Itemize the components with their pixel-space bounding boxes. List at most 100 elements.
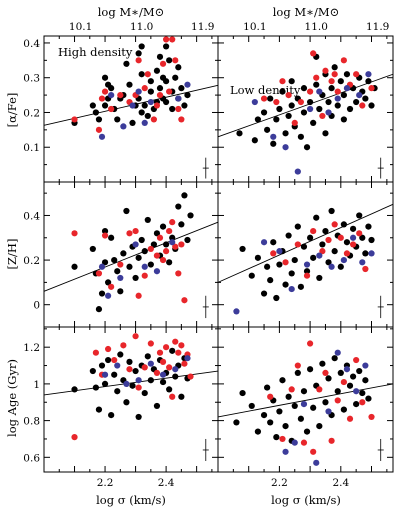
high-density-alpha-fe-point-red xyxy=(153,102,161,109)
low-density-age-point-red xyxy=(288,386,295,393)
high-density-age-point-red xyxy=(153,369,161,376)
low-density-alpha-fe-top-tick-label: 11.0 xyxy=(305,21,328,33)
high-density-age-y-tick-label: 1.2 xyxy=(23,342,40,354)
high-density-z-h-point-black xyxy=(178,221,185,228)
high-density-age-y-tick-label: 0.6 xyxy=(23,452,40,464)
low-density-alpha-fe-point-black xyxy=(328,85,335,92)
low-density-z-h-point-black xyxy=(300,243,308,250)
high-density-alpha-fe-point-red xyxy=(159,60,167,67)
high-density-z-h-point-black xyxy=(111,256,118,264)
low-density-z-h-point-black xyxy=(270,239,277,246)
high-density-alpha-fe-point-red xyxy=(175,105,182,113)
high-density-z-h-point-black xyxy=(187,212,194,219)
high-density-age-y-tick-label: 0.8 xyxy=(23,416,40,428)
high-density-z-h-point-black xyxy=(153,230,161,237)
high-density-z-h-point-black xyxy=(71,263,78,270)
high-density-z-h-point-black xyxy=(150,241,157,248)
low-density-alpha-fe-point-black xyxy=(264,126,271,133)
low-density-age-point-black xyxy=(362,377,369,384)
low-density-z-h-point-blue xyxy=(349,234,357,241)
high-density-alpha-fe-point-red xyxy=(172,57,179,64)
low-density-age-point-black xyxy=(300,388,308,395)
low-density-age-point-black xyxy=(297,415,304,422)
low-density-z-h-point-black xyxy=(359,234,366,241)
high-density-z-h-y-tick-label: 0.2 xyxy=(23,255,40,267)
high-density-z-h-point-red xyxy=(163,248,170,255)
low-density-age-point-blue xyxy=(362,362,369,369)
high-density-z-h-point-black xyxy=(120,250,127,257)
high-density-alpha-fe-point-black xyxy=(114,116,121,123)
low-density-age-point-black xyxy=(316,423,323,430)
low-density-age-point-black xyxy=(307,366,314,373)
high-density-alpha-fe-point-black xyxy=(108,85,115,92)
low-density-age-point-black xyxy=(294,369,301,376)
low-density-z-h-point-black xyxy=(260,290,268,297)
low-density-z-h-point-black xyxy=(316,274,323,282)
high-density-alpha-fe-y-tick-label: 0.3 xyxy=(23,73,40,85)
low-density-alpha-fe-point-red xyxy=(291,119,298,127)
high-density-alpha-fe-point-black xyxy=(166,57,173,64)
high-density-age-point-black xyxy=(141,389,148,397)
low-density-alpha-fe-point-red xyxy=(297,98,304,106)
low-density-alpha-fe-point-black xyxy=(300,109,308,116)
high-density-alpha-fe-point-black xyxy=(169,105,176,113)
low-density-alpha-fe-point-blue xyxy=(365,71,372,78)
high-density-alpha-fe-point-blue xyxy=(98,133,106,140)
low-density-alpha-fe-point-black xyxy=(334,102,341,109)
low-density-age-point-red xyxy=(307,340,314,347)
high-density-z-h-point-blue xyxy=(141,263,148,270)
high-density-alpha-fe-point-red xyxy=(141,85,148,92)
low-density-age-frame xyxy=(217,326,394,473)
low-density-alpha-fe-point-black xyxy=(288,102,295,109)
high-density-z-h-point-black xyxy=(105,279,112,286)
high-density-z-h-point-blue xyxy=(153,268,161,275)
high-density-age-point-red xyxy=(71,434,78,441)
low-density-alpha-fe-point-black xyxy=(251,137,258,144)
high-density-age-point-blue xyxy=(159,371,167,378)
high-density-z-h-point-red xyxy=(117,261,124,268)
high-density-alpha-fe-point-black xyxy=(89,102,96,109)
low-density-age-x-tick-label: 2.4 xyxy=(332,477,349,489)
low-density-age-point-black xyxy=(353,400,360,408)
high-density-age-point-blue xyxy=(123,380,130,387)
low-density-alpha-fe-point-black xyxy=(340,116,347,123)
low-density-age-point-red xyxy=(334,397,341,404)
high-density-alpha-fe-point-black xyxy=(144,112,151,120)
low-density-z-h-point-black xyxy=(356,212,363,219)
low-density-age-point-black xyxy=(291,402,298,410)
low-density-alpha-fe-point-red xyxy=(279,78,286,85)
low-density-z-h-point-black xyxy=(328,207,335,215)
low-density-z-h-point-red xyxy=(349,241,357,248)
low-density-age-point-black xyxy=(356,367,363,375)
high-density-z-h-point-red xyxy=(108,283,115,290)
row-label-age: log Age (Gyr) xyxy=(5,359,19,437)
low-density-alpha-fe-point-red xyxy=(368,85,375,92)
high-density-z-h-point-blue xyxy=(132,241,139,248)
high-density-alpha-fe-y-tick-label: 0.4 xyxy=(23,38,40,50)
high-density-z-h-point-black xyxy=(144,216,151,224)
high-density-age-point-black xyxy=(159,378,167,386)
high-density-alpha-fe-point-red xyxy=(71,116,78,123)
high-density-z-h-point-red xyxy=(169,219,176,226)
low-density-age-point-black xyxy=(349,373,357,380)
low-density-alpha-fe-top-tick-label: 11.9 xyxy=(366,21,389,33)
low-density-alpha-fe-point-red xyxy=(310,50,317,57)
low-density-z-h-point-black xyxy=(310,254,317,261)
high-density-alpha-fe-point-black xyxy=(101,102,109,109)
high-density-z-h-point-blue xyxy=(117,274,124,282)
high-density-age-point-blue xyxy=(135,377,142,384)
high-density-alpha-fe-point-red xyxy=(95,126,103,133)
low-density-age-fit-line xyxy=(217,383,394,418)
high-density-alpha-fe-point-black xyxy=(138,71,145,78)
high-density-alpha-fe-point-black xyxy=(126,81,133,88)
low-density-alpha-fe-point-black xyxy=(273,116,280,123)
high-density-z-h-point-red xyxy=(172,243,179,250)
low-density-age-point-blue xyxy=(343,366,351,373)
high-density-z-h-point-red xyxy=(101,232,109,239)
low-density-z-h-panel xyxy=(217,181,394,328)
high-density-z-h-point-blue xyxy=(98,263,106,270)
high-density-age-point-black xyxy=(105,356,112,364)
high-density-alpha-fe-y-tick-label: 0.2 xyxy=(23,107,40,119)
low-density-z-h-point-black xyxy=(248,272,255,279)
high-density-age-point-black xyxy=(117,351,124,358)
